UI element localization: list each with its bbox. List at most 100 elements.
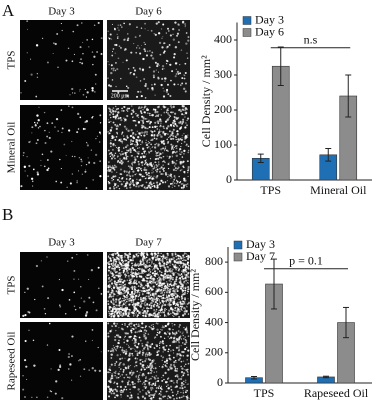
- cell: [38, 127, 39, 128]
- cell: [108, 350, 110, 352]
- cell: [177, 376, 179, 378]
- cell: [107, 291, 109, 293]
- cell: [155, 310, 157, 312]
- cell: [137, 354, 139, 356]
- cell: [184, 294, 185, 295]
- cell: [141, 268, 143, 270]
- cell: [158, 295, 159, 296]
- cell: [111, 288, 112, 289]
- cell: [110, 117, 111, 118]
- cell: [172, 332, 173, 333]
- cell: [175, 313, 177, 315]
- x-tick-label: Rapeseed Oil: [304, 386, 369, 400]
- cell: [177, 287, 179, 289]
- cell: [172, 156, 173, 157]
- cell: [172, 182, 173, 183]
- cell: [156, 283, 157, 284]
- cell: [74, 92, 76, 94]
- cell: [141, 368, 143, 370]
- cell: [151, 297, 153, 299]
- cell: [40, 165, 41, 166]
- cell: [162, 356, 164, 358]
- cell: [158, 310, 159, 311]
- cell: [159, 42, 161, 44]
- cell: [182, 161, 184, 163]
- cell: [156, 309, 158, 311]
- cell: [166, 266, 167, 267]
- cell: [141, 253, 143, 255]
- cell: [107, 300, 109, 302]
- cell: [88, 297, 90, 299]
- cell: [39, 126, 41, 128]
- cell: [159, 284, 161, 286]
- cell: [180, 366, 181, 367]
- cell: [116, 376, 118, 378]
- cell: [72, 156, 73, 157]
- micrograph: [20, 20, 103, 100]
- cell: [113, 277, 115, 279]
- cell: [134, 335, 136, 337]
- cell: [182, 107, 183, 108]
- cell: [148, 366, 150, 368]
- cell: [142, 297, 144, 299]
- cell: [116, 256, 118, 258]
- cell: [164, 332, 166, 334]
- cell: [34, 299, 35, 300]
- cell: [175, 278, 177, 280]
- y-tick-label: 400: [214, 32, 232, 46]
- cell: [171, 298, 172, 299]
- cell: [185, 83, 187, 85]
- cell: [133, 256, 135, 258]
- cell: [169, 345, 171, 347]
- cell: [176, 355, 177, 356]
- cell: [58, 349, 60, 351]
- cell: [145, 315, 147, 317]
- cell: [158, 268, 159, 269]
- cell: [181, 387, 183, 389]
- cell: [172, 274, 174, 276]
- cell: [167, 46, 169, 48]
- cell: [61, 289, 63, 291]
- cell: [165, 301, 167, 303]
- cell: [117, 295, 118, 296]
- cell: [135, 314, 136, 315]
- cell: [81, 160, 83, 162]
- cell: [184, 313, 186, 315]
- cell: [142, 293, 143, 294]
- cell: [143, 307, 145, 309]
- cell: [164, 304, 166, 306]
- cell: [156, 371, 157, 372]
- cell: [163, 106, 165, 108]
- cell: [179, 387, 181, 389]
- cell: [159, 263, 161, 265]
- cell: [157, 285, 159, 287]
- cell: [151, 281, 152, 282]
- cell: [141, 125, 143, 127]
- cell: [111, 265, 112, 266]
- cell: [32, 181, 34, 183]
- cell: [127, 37, 129, 39]
- cell: [159, 270, 161, 272]
- cell: [172, 184, 173, 185]
- cell: [23, 155, 24, 156]
- cell: [167, 290, 169, 292]
- cell: [120, 141, 121, 142]
- cell: [170, 134, 172, 136]
- cell: [116, 361, 118, 363]
- cell: [80, 286, 81, 287]
- cell: [115, 106, 116, 107]
- cell: [149, 379, 150, 380]
- cell: [85, 315, 87, 317]
- cell: [134, 69, 136, 71]
- cell: [150, 397, 152, 399]
- cell: [177, 305, 178, 306]
- cell: [129, 372, 131, 374]
- cell: [111, 171, 113, 173]
- cell: [61, 397, 63, 399]
- cell: [176, 69, 177, 70]
- cell: [144, 50, 146, 52]
- cell: [146, 344, 148, 346]
- cell: [185, 339, 186, 340]
- cell: [167, 133, 169, 135]
- column-label: Day 6: [135, 6, 162, 18]
